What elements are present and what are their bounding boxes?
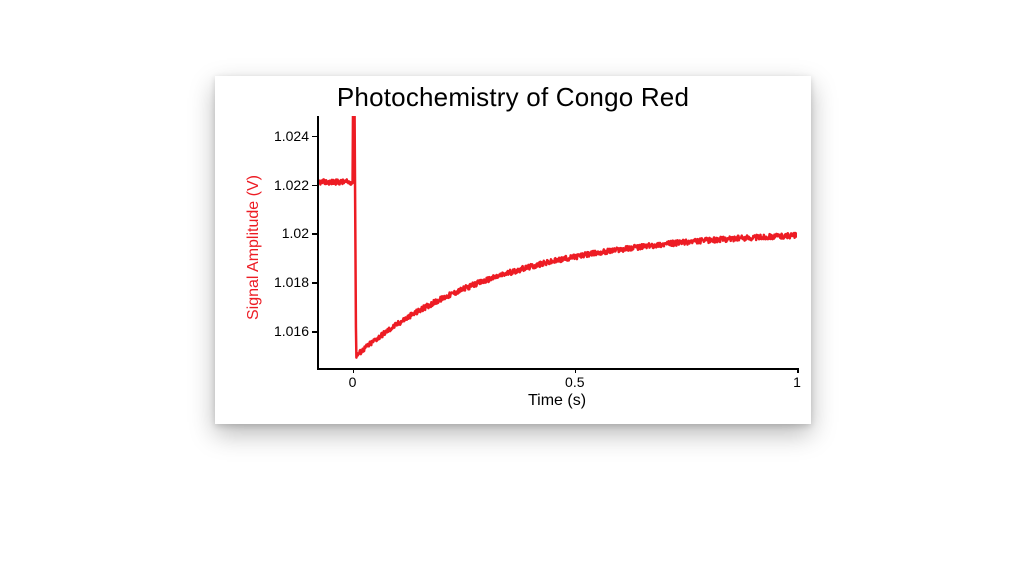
- x-tick-mark: [353, 368, 355, 373]
- x-tick-mark: [797, 368, 799, 373]
- x-tick-mark: [575, 368, 577, 373]
- y-tick-mark: [312, 136, 317, 138]
- y-tick-label: 1.02: [263, 225, 309, 241]
- y-tick-mark: [312, 185, 317, 187]
- x-axis-line: [317, 368, 797, 370]
- data-trace: [317, 116, 797, 368]
- chart-title: Photochemistry of Congo Red: [215, 82, 811, 113]
- y-tick-mark: [312, 331, 317, 333]
- stage: Photochemistry of Congo Red Signal Ampli…: [0, 0, 1024, 576]
- y-tick-label: 1.022: [263, 177, 309, 193]
- y-tick-label: 1.018: [263, 274, 309, 290]
- x-tick-label: 0.5: [565, 374, 584, 390]
- y-tick-label: 1.016: [263, 323, 309, 339]
- y-tick-mark: [312, 233, 317, 235]
- y-axis-label: Signal Amplitude (V): [245, 175, 263, 320]
- y-tick-label: 1.024: [263, 128, 309, 144]
- chart-card: Photochemistry of Congo Red Signal Ampli…: [215, 76, 811, 424]
- y-tick-mark: [312, 282, 317, 284]
- plot-area: [317, 116, 797, 368]
- x-tick-label: 0: [349, 374, 357, 390]
- x-axis-label: Time (s): [528, 392, 586, 410]
- y-axis-line: [317, 116, 319, 368]
- x-tick-label: 1: [793, 374, 801, 390]
